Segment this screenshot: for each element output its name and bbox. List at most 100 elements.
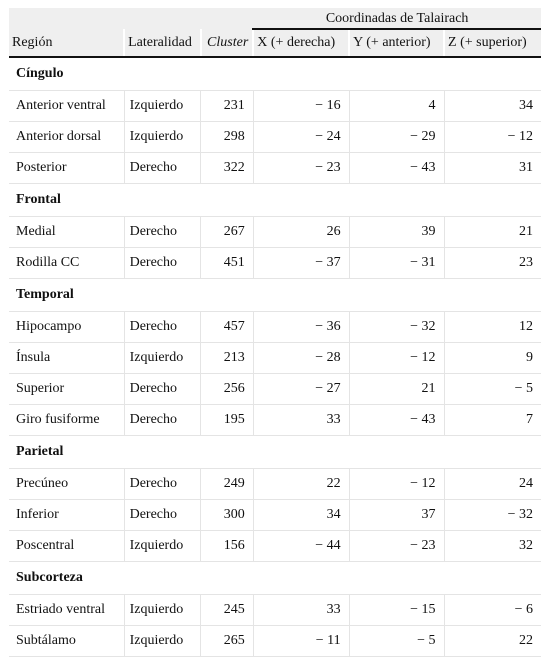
cell-laterality: Derecho [123, 216, 201, 248]
cell-z: − 32 [443, 499, 541, 531]
table-row: Poscentral Izquierdo 156− 44− 23 32 [9, 530, 541, 562]
cell-y: − 43 [348, 404, 445, 436]
cell-z: 9 [443, 342, 541, 374]
table-row: Ínsula Izquierdo 213− 28− 12 9 [9, 342, 541, 374]
column-header-x: X (+ derecha) [252, 29, 350, 58]
section-title: Cíngulo [9, 57, 541, 91]
cell-region: Giro fusiforme [9, 404, 125, 436]
cell-x: − 37 [252, 247, 350, 279]
table-row: Medial Derecho 267 26 39 21 [9, 216, 541, 248]
cell-y: 4 [348, 90, 445, 122]
cell-cluster: 457 [200, 311, 254, 343]
column-header-laterality: Lateralidad [123, 29, 201, 58]
section-row: Frontal [9, 183, 541, 217]
cell-laterality: Derecho [123, 499, 201, 531]
cell-z: 32 [443, 530, 541, 562]
header-group-coordinates: Coordinadas de Talairach [253, 8, 541, 30]
table-row: Superior Derecho 256− 27 21− 5 [9, 373, 541, 405]
cell-cluster: 249 [200, 468, 254, 500]
cell-x: 33 [252, 404, 350, 436]
cell-x: 22 [252, 468, 350, 500]
cell-region: Inferior [9, 499, 125, 531]
cell-cluster: 451 [200, 247, 254, 279]
cell-cluster: 300 [200, 499, 254, 531]
cell-x: − 23 [252, 152, 350, 184]
cell-z: 34 [443, 90, 541, 122]
section-title: Frontal [9, 183, 541, 217]
table-row: Giro fusiforme Derecho 195 33− 43 7 [9, 404, 541, 436]
cell-laterality: Derecho [123, 404, 201, 436]
column-header-y: Y (+ anterior) [348, 29, 445, 58]
cell-cluster: 267 [200, 216, 254, 248]
cell-region: Poscentral [9, 530, 125, 562]
cell-x: − 24 [252, 121, 350, 153]
table-header: Coordinadas de Talairach Región Laterali… [9, 8, 541, 58]
cell-region: Anterior dorsal [9, 121, 125, 153]
table-row: Rodilla CC Derecho 451− 37− 31 23 [9, 247, 541, 279]
cell-y: − 29 [348, 121, 445, 153]
cell-y: 21 [348, 373, 445, 405]
cell-region: Estriado ventral [9, 594, 125, 626]
table-row: Estriado ventral Izquierdo 245 33− 15− 6 [9, 594, 541, 626]
cell-laterality: Izquierdo [123, 342, 201, 374]
cell-region: Precúneo [9, 468, 125, 500]
cell-z: 7 [443, 404, 541, 436]
table-row: Posterior Derecho 322− 23− 43 31 [9, 152, 541, 184]
table-row: Hipocampo Derecho 457− 36− 32 12 [9, 311, 541, 343]
cell-laterality: Izquierdo [123, 594, 201, 626]
table-row: Precúneo Derecho 249 22− 12 24 [9, 468, 541, 500]
cell-y: − 12 [348, 342, 445, 374]
cell-x: 33 [252, 594, 350, 626]
cell-y: − 23 [348, 530, 445, 562]
cell-cluster: 245 [200, 594, 254, 626]
cell-x: 26 [252, 216, 350, 248]
cell-region: Superior [9, 373, 125, 405]
header-group-spacer [9, 8, 254, 29]
cell-laterality: Derecho [123, 152, 201, 184]
cell-y: − 15 [348, 594, 445, 626]
table-row: Inferior Derecho 300 34 37− 32 [9, 499, 541, 531]
section-row: Temporal [9, 278, 541, 312]
cell-x: − 16 [252, 90, 350, 122]
cell-y: 39 [348, 216, 445, 248]
cell-laterality: Izquierdo [123, 121, 201, 153]
cell-laterality: Izquierdo [123, 530, 201, 562]
table-row: Anterior ventral Izquierdo 231− 16 4 34 [9, 90, 541, 122]
cell-region: Subtálamo [9, 625, 125, 657]
cell-x: − 44 [252, 530, 350, 562]
cell-laterality: Derecho [123, 468, 201, 500]
cell-y: − 12 [348, 468, 445, 500]
column-header-z: Z (+ superior) [443, 29, 541, 58]
cell-laterality: Derecho [123, 311, 201, 343]
cell-z: 21 [443, 216, 541, 248]
cell-x: − 27 [252, 373, 350, 405]
cell-cluster: 298 [200, 121, 254, 153]
section-title: Parietal [9, 435, 541, 469]
cell-z: − 12 [443, 121, 541, 153]
cell-region: Ínsula [9, 342, 125, 374]
column-header-cluster: Cluster [199, 29, 254, 58]
section-row: Cíngulo [9, 57, 541, 91]
cell-z: − 6 [443, 594, 541, 626]
cell-z: − 5 [443, 373, 541, 405]
cell-z: 22 [443, 625, 541, 657]
cell-x: 34 [252, 499, 350, 531]
cell-region: Medial [9, 216, 125, 248]
cell-cluster: 156 [200, 530, 254, 562]
cell-y: − 31 [348, 247, 445, 279]
cell-z: 31 [443, 152, 541, 184]
cell-cluster: 322 [200, 152, 254, 184]
talairach-coordinates-table: Coordinadas de Talairach Región Laterali… [9, 8, 541, 657]
cell-laterality: Derecho [123, 247, 201, 279]
cell-region: Anterior ventral [9, 90, 125, 122]
cell-z: 23 [443, 247, 541, 279]
table-row: Subtálamo Izquierdo 265− 11− 5 22 [9, 625, 541, 657]
header-group-row: Coordinadas de Talairach [9, 8, 541, 30]
table-row: Anterior dorsal Izquierdo 298− 24− 29− 12 [9, 121, 541, 153]
column-header-region: Región [9, 29, 125, 58]
cell-cluster: 231 [200, 90, 254, 122]
header-column-row: Región Lateralidad Cluster X (+ derecha)… [9, 29, 541, 58]
cell-region: Rodilla CC [9, 247, 125, 279]
cell-cluster: 195 [200, 404, 254, 436]
